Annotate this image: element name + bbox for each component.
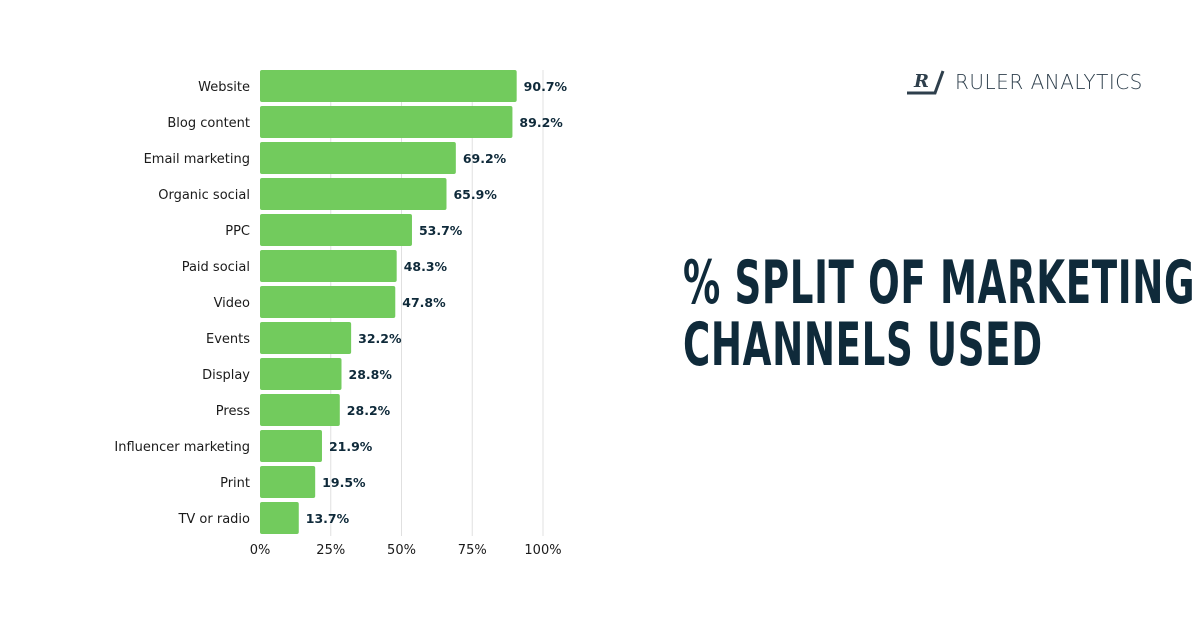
page-title: % SPLIT OF MARKETING CHANNELS USED (683, 252, 1195, 376)
bar (260, 358, 342, 390)
data-label: 48.3% (404, 259, 448, 274)
bar (260, 466, 316, 498)
bar (260, 142, 456, 174)
category-label: Press (216, 404, 250, 419)
category-label: Organic social (158, 188, 250, 203)
bar (260, 502, 299, 534)
bar (260, 430, 322, 462)
x-tick-label: 25% (316, 543, 345, 558)
x-tick-label: 50% (387, 543, 416, 558)
category-label: Events (206, 332, 250, 347)
data-label: 19.5% (322, 475, 366, 490)
category-label: Paid social (182, 260, 250, 275)
brand-name: RULER ANALYTICS (955, 70, 1143, 94)
category-label: PPC (225, 224, 250, 239)
category-label: Video (214, 296, 250, 311)
bar (260, 286, 396, 318)
category-label: Influencer marketing (114, 440, 250, 455)
data-label: 28.2% (347, 403, 391, 418)
ruler-logo-icon: R (907, 70, 945, 95)
data-label: 90.7% (524, 79, 568, 94)
x-tick-label: 100% (524, 543, 561, 558)
brand-logo: R RULER ANALYTICS (905, 68, 1143, 96)
bar (260, 178, 447, 210)
bar-chart: 0% 25% 50% 75% 100% Website 90.7% Blog content 8… (114, 70, 568, 558)
category-label: TV or radio (177, 512, 250, 527)
category-label: Blog content (167, 116, 250, 131)
data-label: 21.9% (329, 439, 373, 454)
bar (260, 250, 397, 282)
x-tick-label: 0% (250, 543, 271, 558)
bar (260, 394, 340, 426)
title-line-2: CHANNELS USED (683, 310, 1043, 380)
bar (260, 70, 517, 102)
data-label: 69.2% (463, 151, 507, 166)
bar (260, 106, 513, 138)
svg-text:R: R (913, 71, 929, 92)
bar (260, 214, 412, 246)
category-label: Display (202, 368, 250, 383)
data-label: 13.7% (306, 511, 350, 526)
x-tick-label: 75% (458, 543, 487, 558)
bar (260, 322, 352, 354)
category-label: Email marketing (144, 152, 250, 167)
data-label: 53.7% (419, 223, 463, 238)
data-label: 89.2% (519, 115, 563, 130)
data-label: 28.8% (349, 367, 393, 382)
data-label: 47.8% (402, 295, 446, 310)
category-label: Website (198, 80, 250, 95)
title-line-1: % SPLIT OF MARKETING (683, 248, 1196, 318)
category-label: Print (220, 476, 250, 491)
data-label: 65.9% (453, 187, 497, 202)
data-label: 32.2% (358, 331, 402, 346)
